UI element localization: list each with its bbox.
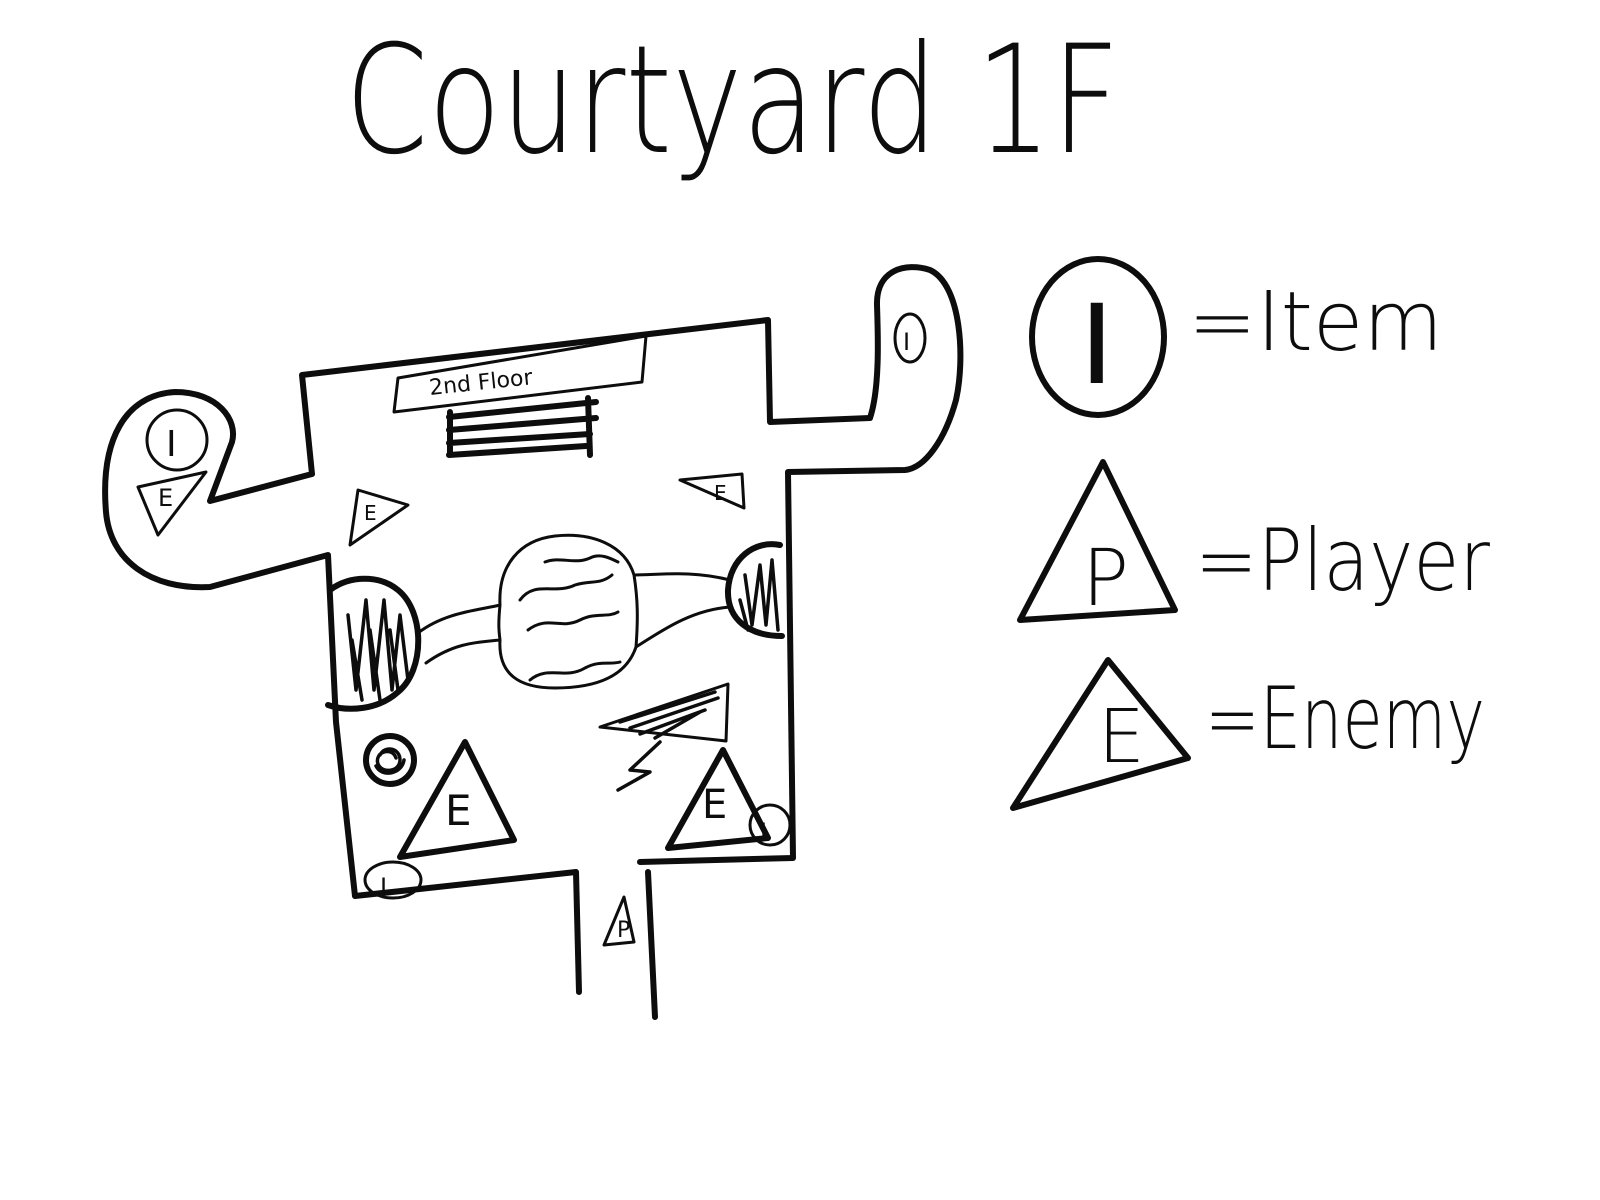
right-hedge — [724, 541, 785, 639]
player-symbol-triangle — [1017, 459, 1178, 623]
legend-player-row: P =Player — [1017, 459, 1491, 624]
item-marker-left-arm: I — [145, 408, 209, 472]
enemy-marker-letter: E — [364, 501, 377, 525]
enemy-marker-bottomleft: E — [397, 739, 517, 860]
item-symbol-circle — [1029, 256, 1167, 418]
enemy-marker-letter: E — [702, 782, 727, 828]
enemy-marker-topleft: E — [348, 488, 410, 547]
legend-enemy-row: E =Enemy — [1010, 657, 1485, 811]
courtyard-outline — [102, 264, 964, 1020]
item-marker-letter: I — [380, 873, 387, 901]
legend: I =Item P =Player E =Enemy — [1010, 256, 1491, 811]
courtyard-map: 2nd Floor — [102, 264, 964, 1020]
legend-player-symbol: P — [1082, 534, 1129, 624]
enemy-marker-letter: E — [445, 786, 472, 835]
enemy-marker-letter: E — [158, 484, 173, 512]
stairs-lines — [446, 395, 599, 458]
shaded-enemy-marker — [598, 682, 730, 792]
enemy-marker-bottomright: E — [665, 747, 771, 851]
player-marker: P — [602, 895, 636, 947]
item-marker-bottomleft: I — [363, 860, 423, 901]
legend-enemy-symbol: E — [1098, 694, 1145, 780]
enemy-symbol-triangle — [1010, 657, 1191, 811]
page-title: Courtyard 1F — [345, 14, 1120, 188]
left-hedge — [325, 575, 422, 712]
player-marker-letter: P — [617, 918, 630, 943]
legend-player-label: =Player — [1195, 511, 1491, 611]
legend-item-row: I =Item — [1029, 256, 1443, 418]
legend-item-symbol: I — [1062, 281, 1132, 409]
enemy-marker-topright: E — [678, 472, 746, 510]
legend-item-label: =Item — [1188, 275, 1443, 370]
central-fountain — [416, 533, 732, 690]
enemy-marker-left-arm: E — [136, 470, 208, 537]
legend-enemy-label: =Enemy — [1205, 669, 1485, 769]
item-marker-letter: I — [166, 424, 177, 465]
item-marker-bottomright: I — [748, 803, 792, 847]
item-marker-letter: I — [903, 328, 910, 356]
stairs-to-2nd-floor: 2nd Floor — [392, 334, 648, 458]
item-marker-right-arm: I — [893, 312, 927, 364]
item-marker-letter: I — [760, 818, 767, 846]
enemy-marker-letter: E — [714, 481, 727, 505]
dark-pit — [363, 733, 417, 787]
